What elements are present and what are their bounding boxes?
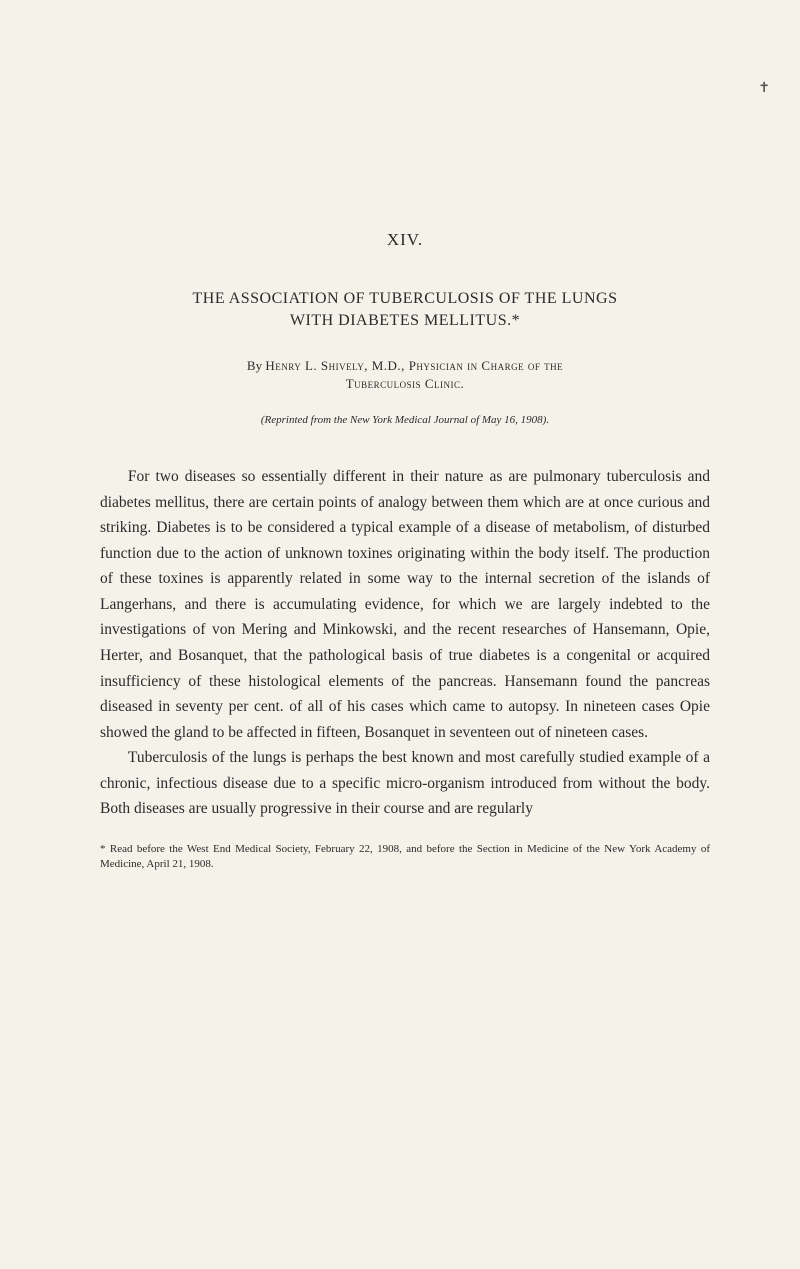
byline-role: Physician in Charge of the: [405, 358, 563, 373]
chapter-number: XIV.: [100, 230, 710, 250]
body-paragraph-2: Tuberculosis of the lungs is perhaps the…: [100, 745, 710, 822]
byline-author-name: Henry L. Shively, M.D.,: [265, 358, 405, 373]
page-corner-mark: ✝: [758, 80, 770, 97]
body-paragraph-1: For two diseases so essentially differen…: [100, 464, 710, 745]
byline-prefix: By: [247, 358, 265, 373]
article-title-line-1: THE ASSOCIATION OF TUBERCULOSIS OF THE L…: [100, 290, 710, 308]
article-title-line-2: WITH DIABETES MELLITUS.*: [100, 312, 710, 330]
mark-glyph: ✝: [758, 81, 770, 96]
byline-line-2: Tuberculosis Clinic.: [100, 376, 710, 392]
reprint-note: (Reprinted from the New York Medical Jou…: [100, 414, 710, 426]
byline-line-1: By Henry L. Shively, M.D., Physician in …: [100, 358, 710, 374]
footnote: * Read before the West End Medical Socie…: [100, 842, 710, 873]
article-body: For two diseases so essentially differen…: [100, 464, 710, 822]
